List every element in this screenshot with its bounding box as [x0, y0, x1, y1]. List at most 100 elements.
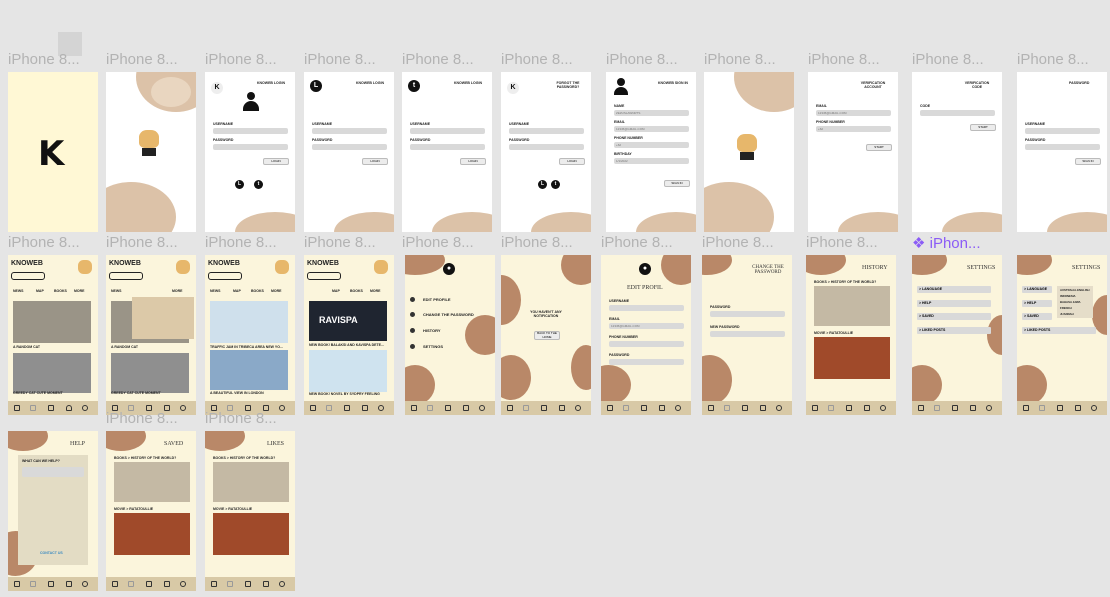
settings-liked-posts[interactable]: > LIKED POSTS — [917, 327, 991, 334]
tab-map[interactable]: MAP — [332, 289, 340, 293]
username-field[interactable] — [509, 128, 584, 134]
profile-icon[interactable] — [180, 581, 186, 587]
news-icon[interactable] — [934, 405, 940, 411]
news-icon[interactable] — [227, 581, 233, 587]
cat-photo-2[interactable] — [111, 353, 189, 393]
search-bar[interactable] — [307, 272, 341, 280]
home-icon[interactable] — [846, 405, 852, 411]
map-image[interactable] — [210, 301, 288, 343]
verification-frame[interactable]: VERIFICATION ACCOUNT EMAIL 12345@GMAIL.C… — [808, 72, 898, 232]
email-field[interactable]: 12345@GMAIL.COM — [614, 126, 689, 132]
frame-label[interactable]: iPhone 8... — [704, 51, 776, 68]
play-icon[interactable] — [1023, 405, 1029, 411]
login-button[interactable]: LOGIN — [559, 158, 585, 165]
cat-photo-2[interactable] — [13, 353, 91, 393]
language-option[interactable]: INDONESIA — [1060, 294, 1076, 298]
help-frame[interactable]: HELP WHAT CAN WE HELP? CONTACT US — [8, 431, 98, 591]
code-field[interactable] — [920, 110, 995, 116]
frame-label[interactable]: iPhone 8... — [402, 51, 474, 68]
book-photo[interactable] — [814, 286, 890, 326]
frame-label[interactable]: iPhone 8... — [205, 51, 277, 68]
menu-edit-profile[interactable]: EDIT PROFILE — [423, 297, 451, 302]
play-icon[interactable] — [14, 405, 20, 411]
password-field[interactable] — [609, 359, 684, 365]
bell-icon[interactable] — [864, 405, 870, 411]
news-icon[interactable] — [128, 405, 134, 411]
language-dropdown[interactable]: AUSTRALIA-ENGLISH INDONESIA BAHASA JAWA … — [1057, 286, 1093, 318]
password-field[interactable] — [509, 144, 584, 150]
news-icon[interactable] — [623, 405, 629, 411]
news-icon[interactable] — [427, 405, 433, 411]
back-home-button[interactable]: BACK TO THE HOME — [534, 331, 560, 340]
frame-label[interactable]: iPhone 8... — [205, 410, 277, 427]
frame-label[interactable]: iPhone 8... — [501, 234, 573, 251]
settings-help[interactable]: > HELP — [917, 300, 991, 307]
home-icon[interactable] — [952, 405, 958, 411]
home-icon[interactable] — [541, 405, 547, 411]
liked-item[interactable]: MOVIE > RATATOULLIE — [213, 507, 253, 511]
frame-label[interactable]: iPhone 8... — [606, 51, 678, 68]
home-icon[interactable] — [245, 405, 251, 411]
mascot-frame-2[interactable] — [704, 72, 794, 232]
more-dropdown[interactable] — [132, 297, 194, 339]
news-icon[interactable] — [828, 405, 834, 411]
movie-photo[interactable] — [213, 513, 289, 555]
tab-news[interactable]: NEWS — [111, 289, 122, 293]
frame-label[interactable]: iPhone 8... — [808, 51, 880, 68]
settings-saved[interactable]: > SAVED — [1022, 313, 1052, 320]
tab-books[interactable]: BOOKS — [251, 289, 264, 293]
mascot-frame[interactable] — [106, 72, 196, 232]
frame-label[interactable]: iPhone 8... — [8, 234, 80, 251]
play-icon[interactable] — [211, 581, 217, 587]
books-feed-frame[interactable]: KNOWEB MAP BOOKS MORE RAVISPA NEW BOOK! … — [304, 255, 394, 415]
settings-frame[interactable]: SETTINGS > LANGUAGE > HELP > SAVED > LIK… — [912, 255, 1002, 415]
login-button[interactable]: LOGIN — [362, 158, 388, 165]
tab-books[interactable]: BOOKS — [54, 289, 67, 293]
password-field[interactable] — [213, 144, 288, 150]
tab-map[interactable]: MAP — [233, 289, 241, 293]
language-option[interactable]: JUANNAH — [1060, 312, 1074, 316]
password-frame[interactable]: PASSWORD USERNAME PASSWORD SIGN IN — [1017, 72, 1107, 232]
name-field[interactable]: ZEZUSLAWNRTS — [614, 110, 689, 116]
profile-menu-frame[interactable]: ● EDIT PROFILE CHANGE THE PASSWORD HISTO… — [405, 255, 495, 415]
profile-icon[interactable] — [880, 405, 886, 411]
twitter-icon[interactable]: t — [551, 180, 560, 189]
play-icon[interactable] — [310, 405, 316, 411]
history-item[interactable]: MOVIE > RATATOULLIE — [814, 331, 854, 335]
tab-news[interactable]: NEWS — [13, 289, 24, 293]
saved-item[interactable]: BOOKS > HISTORY OF THE WORLD? — [114, 456, 177, 460]
settings-saved[interactable]: > SAVED — [917, 313, 991, 320]
settings-liked-posts[interactable]: > LIKED POSTS — [1022, 327, 1096, 334]
play-icon[interactable] — [918, 405, 924, 411]
news-feed-frame[interactable]: KNOWEB NEWS MAP BOOKS MORE A RANDOM CAT … — [8, 255, 98, 415]
bell-icon[interactable] — [559, 405, 565, 411]
frame-label[interactable]: iPhone 8... — [912, 51, 984, 68]
profile-icon[interactable] — [575, 405, 581, 411]
play-icon[interactable] — [112, 581, 118, 587]
tab-map[interactable]: MAP — [36, 289, 44, 293]
profile-icon[interactable] — [82, 405, 88, 411]
login-button[interactable]: LOGIN — [263, 158, 289, 165]
twitter-login-frame[interactable]: t KNOWEB LOGIN USERNAME PASSWORD LOGIN — [402, 72, 492, 232]
news-icon[interactable] — [523, 405, 529, 411]
home-icon[interactable] — [146, 405, 152, 411]
news-icon[interactable] — [30, 405, 36, 411]
tab-more[interactable]: MORE — [172, 289, 183, 293]
profile-icon[interactable] — [378, 405, 384, 411]
play-icon[interactable] — [211, 405, 217, 411]
profile-icon[interactable] — [1091, 405, 1097, 411]
settings-language[interactable]: > LANGUAGE — [917, 286, 991, 293]
play-icon[interactable] — [112, 405, 118, 411]
search-bar[interactable] — [208, 272, 242, 280]
bell-icon[interactable] — [66, 405, 72, 411]
phone-field[interactable] — [609, 341, 684, 347]
bell-icon[interactable] — [1075, 405, 1081, 411]
search-bar[interactable] — [11, 272, 45, 280]
home-icon[interactable] — [445, 405, 451, 411]
settings-language-frame[interactable]: SETTINGS > LANGUAGE AUSTRALIA-ENGLISH IN… — [1017, 255, 1107, 415]
language-option[interactable]: FRENCH — [1060, 306, 1072, 310]
username-field[interactable] — [1025, 128, 1100, 134]
news-icon[interactable] — [1039, 405, 1045, 411]
profile-icon[interactable] — [776, 405, 782, 411]
component-label[interactable]: ❖ iPhon... — [912, 235, 981, 252]
